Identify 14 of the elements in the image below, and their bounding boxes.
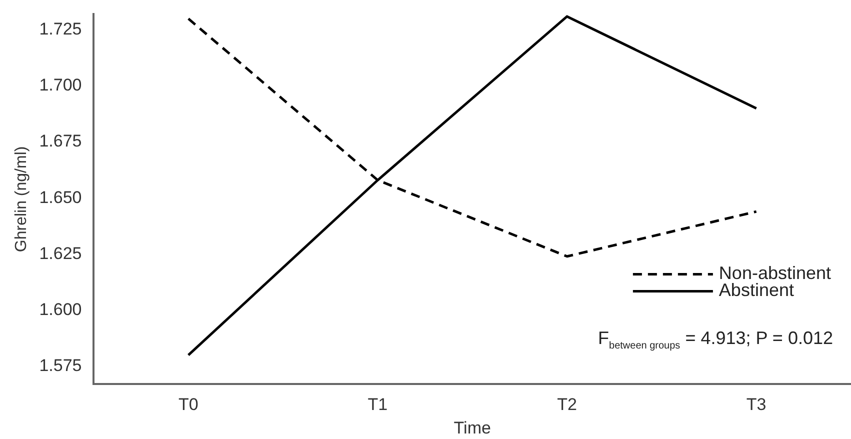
y-tick-label: 1.725 (39, 20, 82, 39)
y-tick-label: 1.675 (39, 132, 82, 151)
y-axis-title: Ghrelin (ng/ml) (13, 146, 30, 252)
y-tick-label: 1.575 (39, 356, 82, 375)
x-tick-label: T0 (178, 395, 198, 414)
x-tick-label: T3 (746, 395, 766, 414)
y-tick-label: 1.700 (39, 76, 82, 95)
x-tick-label: T1 (368, 395, 388, 414)
annotation: F$_{between groups}$ = 4.913; P = 0.012 (598, 328, 833, 352)
x-axis-title: Time (454, 418, 491, 438)
y-tick-label: 1.650 (39, 188, 82, 207)
y-tick-label: 1.625 (39, 244, 82, 263)
x-tick-label: T2 (557, 395, 577, 414)
y-tick-label: 1.600 (39, 300, 82, 319)
